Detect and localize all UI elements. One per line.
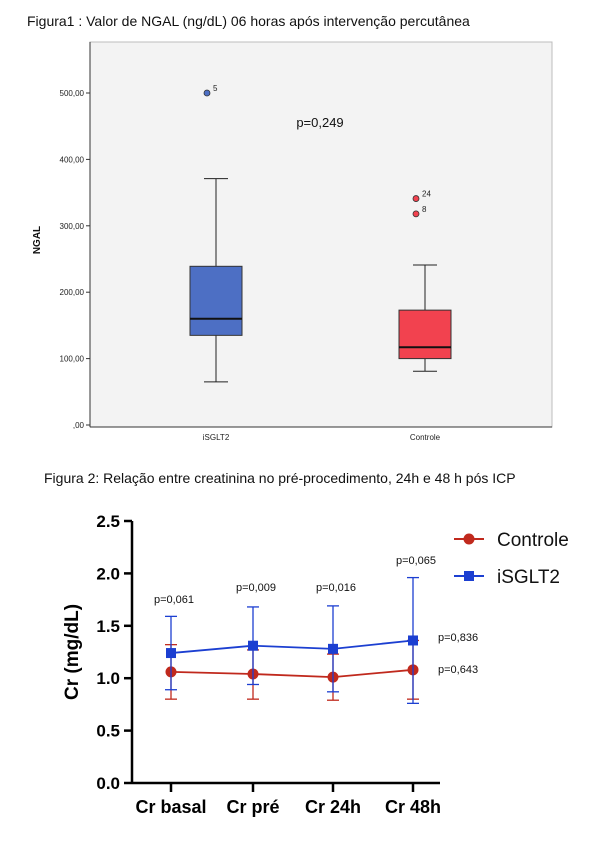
legend-label: Controle xyxy=(497,530,569,551)
plot-area xyxy=(89,41,553,428)
outlier-point xyxy=(203,89,211,97)
data-point xyxy=(408,635,418,646)
p-value-annotation: p=0,249 xyxy=(296,115,343,130)
p-value-label: p=0,065 xyxy=(396,555,436,567)
data-point xyxy=(328,643,338,654)
y-tick-label: ,00 xyxy=(73,421,85,430)
y-tick-label: 300,00 xyxy=(60,222,85,231)
x-tick-label: Controle xyxy=(410,433,441,442)
y-tick-label: 2.0 xyxy=(96,564,120,583)
p-value-label: p=0,009 xyxy=(236,582,276,594)
outlier-label: 8 xyxy=(422,205,427,214)
series-end-label: p=0,643 xyxy=(438,664,478,676)
y-tick-label: 0.0 xyxy=(96,774,120,793)
y-tick-label: 0.5 xyxy=(96,722,120,741)
figure1-caption: Figura1 : Valor de NGAL (ng/dL) 06 horas… xyxy=(27,13,470,29)
y-tick-label: 400,00 xyxy=(60,155,85,164)
y-axis-label: Cr (mg/dL) xyxy=(62,604,83,700)
ngal-boxplot-chart: ,00 100,00 200,00 300,00 400,00 500,00 NGAL p=0… xyxy=(32,41,553,442)
y-axis-label: NGAL xyxy=(32,226,43,254)
x-tick-label: iSGLT2 xyxy=(203,433,230,442)
y-tick-label: 200,00 xyxy=(60,288,85,297)
series-end-label: p=0,836 xyxy=(438,632,478,644)
box-isglt2 xyxy=(189,265,243,336)
y-tick-label: 1.0 xyxy=(96,669,120,688)
x-tick-label: Cr 24h xyxy=(305,797,361,817)
box-controle xyxy=(398,309,452,360)
p-value-label: p=0,016 xyxy=(316,582,356,594)
y-tick-label: 500,00 xyxy=(60,89,85,98)
y-tick-label: 2.5 xyxy=(96,512,120,531)
legend-label: iSGLT2 xyxy=(497,567,560,588)
series-line-isglt2 xyxy=(170,639,414,654)
data-point xyxy=(248,640,258,651)
p-value-label: p=0,061 xyxy=(154,594,194,606)
outlier-label: 24 xyxy=(422,190,431,199)
series-line-controle xyxy=(170,668,414,679)
outlier-point xyxy=(412,195,420,202)
figure2-caption: Figura 2: Relação entre creatinina no pr… xyxy=(44,470,516,486)
x-tick-label: Cr 48h xyxy=(385,797,441,817)
y-tick-label: 100,00 xyxy=(60,355,85,364)
x-tick-label: Cr basal xyxy=(135,797,206,817)
legend-marker xyxy=(464,571,474,581)
outlier-point xyxy=(412,210,420,218)
data-point xyxy=(166,648,176,659)
y-tick-label: 1.5 xyxy=(96,617,120,636)
x-tick-label: Cr pré xyxy=(226,797,279,817)
legend-marker xyxy=(463,533,475,545)
outlier-label: 5 xyxy=(213,84,218,93)
